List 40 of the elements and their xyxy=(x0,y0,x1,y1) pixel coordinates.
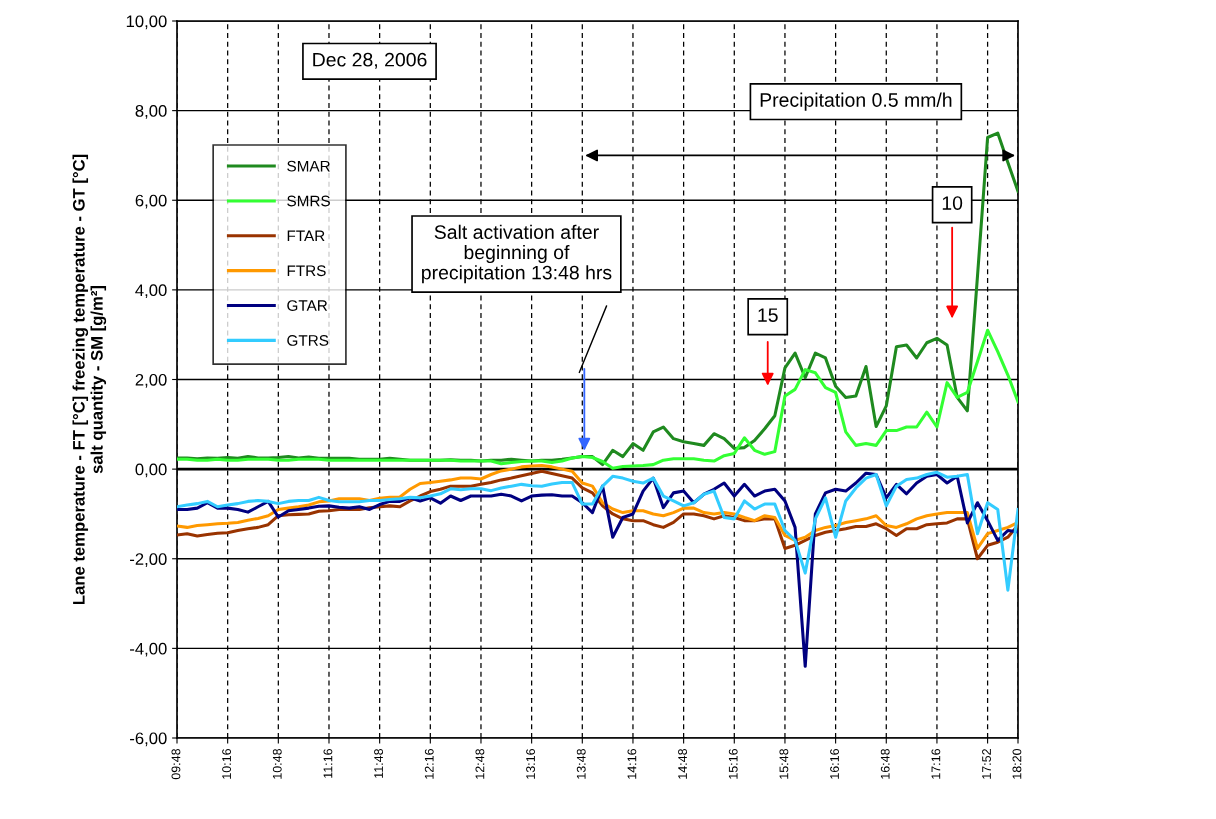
x-tick-label: 12:48 xyxy=(475,748,485,779)
y-tick-label: 10,00 xyxy=(126,15,167,30)
x-tick-label: 15:48 xyxy=(779,748,789,779)
y-tick-label: 2,00 xyxy=(135,373,167,388)
y-tick-label: 4,00 xyxy=(135,284,167,299)
annotation: 15 xyxy=(758,308,778,322)
y-tick-label: 8,00 xyxy=(135,105,167,119)
x-tick-label: 13:48 xyxy=(576,748,586,779)
x-tick-label: 16:48 xyxy=(880,748,890,779)
x-tick-label: 13:16 xyxy=(526,748,535,779)
x-tick-label: 09:48 xyxy=(171,748,181,780)
x-tick-label: 11:48 xyxy=(374,748,384,778)
y-tick-label: -6,00 xyxy=(130,732,167,747)
x-tick-label: 14:16 xyxy=(627,748,637,779)
legend-label: SMAR xyxy=(287,160,330,172)
y-axis-title: Lane temperature - FT [°C] freezing temperature - GT [°C] salt quantity - SM [g/m²] xyxy=(72,154,107,605)
legend-label: FTAR xyxy=(287,230,325,242)
annotation: Precipitation 0.5 mm/h xyxy=(760,92,952,111)
y-tick-label: -4,00 xyxy=(130,642,167,657)
y-tick-label: 6,00 xyxy=(135,194,167,209)
annotation: 10 xyxy=(942,196,963,210)
x-tick-label: 14:48 xyxy=(678,748,687,779)
y-tick-label: 0,00 xyxy=(135,463,167,478)
x-tick-label: 10:16 xyxy=(222,748,232,779)
x-tick-label: 17:52 xyxy=(982,749,991,779)
x-tick-label: 12:16 xyxy=(424,748,434,779)
annotation: Salt activation after beginning of precipitation 13:48 hrs xyxy=(422,224,612,284)
x-tick-label: 10:48 xyxy=(272,748,282,779)
legend-label: FTRS xyxy=(287,265,326,277)
x-tick-label: 16:16 xyxy=(830,748,839,779)
x-tick-label: 17:16 xyxy=(931,748,941,779)
legend-label: SMRS xyxy=(287,195,330,207)
x-tick-label: 15:16 xyxy=(728,748,738,779)
legend-label: GTAR xyxy=(287,300,328,312)
legend-label: GTRS xyxy=(287,335,329,346)
line-series xyxy=(177,464,1018,550)
x-tick-label: 18:20 xyxy=(1012,748,1022,779)
y-tick-label: -2,00 xyxy=(130,553,167,567)
x-tick-label: 11:16 xyxy=(323,748,333,778)
annotation: Dec 28, 2006 xyxy=(313,52,427,69)
